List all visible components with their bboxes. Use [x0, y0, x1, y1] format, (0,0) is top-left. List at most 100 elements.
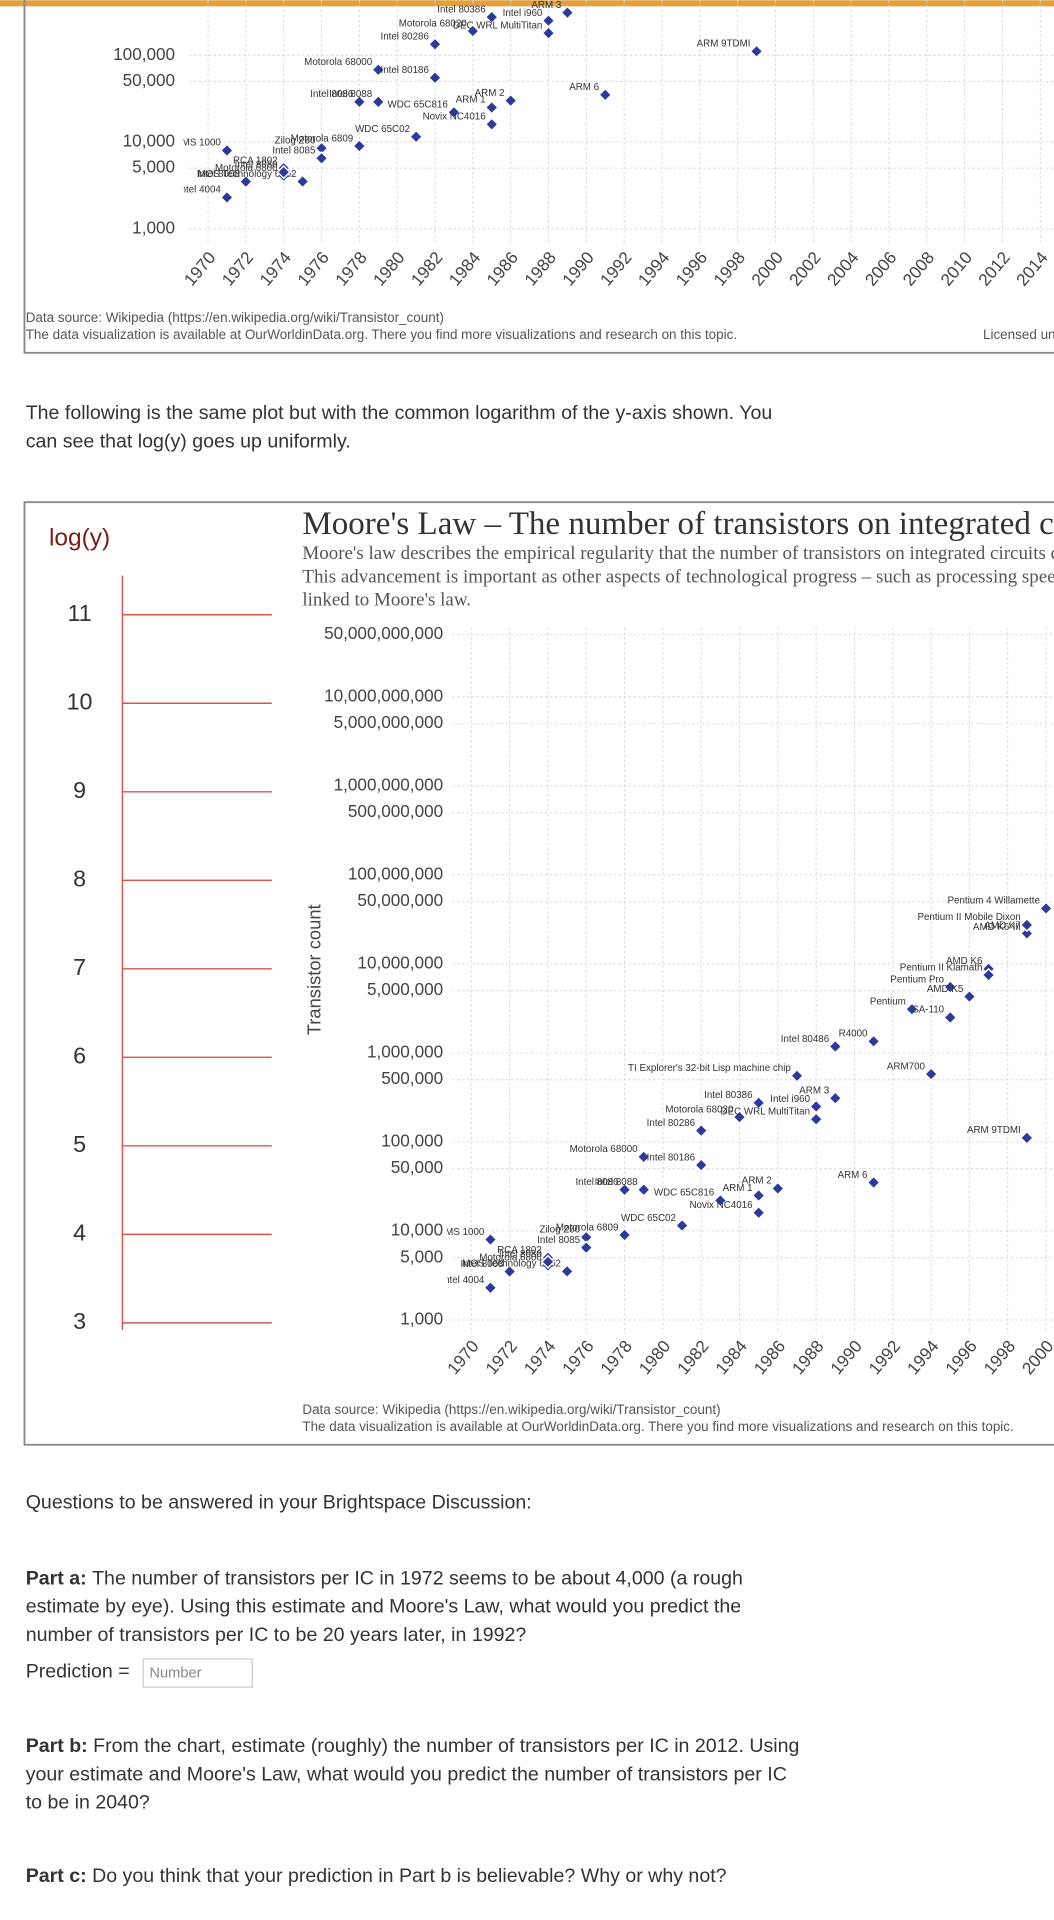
prediction-input[interactable] [142, 1658, 253, 1688]
point-label: WDC 65C816 [387, 100, 448, 111]
data-point [540, 1254, 556, 1269]
data-point [1019, 926, 1035, 941]
data-point [636, 1182, 651, 1197]
log-value: 7 [73, 954, 86, 980]
point-label: ARM 6 [838, 1170, 868, 1181]
y-tick-label: 5,000,000 [367, 979, 443, 999]
data-point [541, 25, 556, 41]
point-label: TMS 1000 [176, 138, 222, 149]
question-line: Part a: The number of transistors per IC… [26, 1568, 743, 1590]
point-label: DEC WRL MultiTitan [453, 20, 543, 31]
paragraph-line: The following is the same plot but with … [26, 402, 773, 424]
point-label: Zilog Z80 [539, 1224, 580, 1235]
point-label: Motorola 68000 [570, 1144, 639, 1155]
data-point [238, 174, 254, 189]
data-point [502, 1264, 517, 1279]
point-label: TMS 1000 [439, 1227, 485, 1238]
point-label: Motorola 6800 [215, 163, 278, 174]
point-label: Motorola 68020 [399, 18, 468, 29]
y-tick-label: 50,000 [391, 1157, 443, 1177]
point-label: ARM 1 [456, 95, 486, 106]
point-label: Novix NC4016 [423, 112, 487, 123]
data-point [219, 143, 235, 158]
data-point [483, 1280, 498, 1295]
point-label: Intel i960 [503, 8, 543, 19]
log-value: 3 [73, 1308, 86, 1334]
question-line: your estimate and Moore's Law, what woul… [26, 1763, 787, 1785]
point-label: SA-110 [912, 1005, 944, 1016]
prediction-label: Prediction = [26, 1661, 130, 1683]
point-label: RCA 1802 [497, 1245, 542, 1256]
data-point [962, 989, 977, 1004]
data-point [579, 1240, 594, 1255]
y-tick-label: 100,000,000 [348, 863, 443, 883]
point-label: AMD K6 [946, 956, 983, 967]
point-label: Intel 8085 [537, 1235, 581, 1246]
data-point [560, 5, 575, 20]
data-point [427, 37, 443, 52]
chart-title: Moore's Law – The number of transistors … [302, 506, 1054, 542]
data-point [866, 1034, 881, 1049]
point-label: Intel 8086 [575, 1177, 619, 1188]
point-label: Motorola 68020 [665, 1104, 734, 1115]
data-point [465, 23, 481, 39]
point-label: Intel 80186 [647, 1152, 696, 1163]
y-tick-label: 100,000 [113, 44, 175, 64]
data-point [219, 190, 235, 205]
log-value: 11 [67, 600, 91, 626]
data-point [770, 1181, 785, 1196]
y-tick-label: 500,000,000 [348, 801, 443, 821]
y-tick-label: 50,000,000 [357, 890, 443, 910]
y-tick-label: 10,000 [391, 1219, 443, 1239]
point-label: Pentium II Klamath [900, 962, 983, 973]
data-point [789, 1068, 805, 1083]
point-label: ARM 9TDMI [697, 39, 751, 50]
data-point [503, 93, 518, 108]
y-tick-label: 1,000 [132, 217, 175, 237]
chart-frame [23, 0, 1054, 354]
y-tick-label: 500,000 [381, 1068, 443, 1088]
source-line: The data visualization is available at O… [26, 327, 737, 342]
y-tick-label: 10,000,000,000 [324, 685, 443, 705]
y-tick-label: 50,000 [123, 70, 175, 90]
point-label: Intel 4004 [441, 1275, 485, 1286]
data-point [1019, 1130, 1035, 1146]
data-point [371, 62, 386, 77]
question-text: Do you think that your prediction in Par… [92, 1865, 727, 1887]
log-value: 4 [73, 1219, 86, 1245]
question-line: to be in 2040? [26, 1792, 150, 1814]
data-point [295, 174, 310, 189]
data-point [617, 1227, 632, 1243]
point-label: Intel 4004 [178, 185, 222, 196]
point-label: ARM700 [887, 1061, 926, 1072]
data-point [1019, 917, 1035, 933]
y-axis-label: Transistor count [304, 904, 325, 1035]
point-label: Intel 80486 [781, 1034, 830, 1045]
part-label: Part b: [26, 1735, 88, 1757]
y-tick-label: 50,000,000,000 [324, 623, 443, 643]
point-label: Pentium 4 Willamette [948, 896, 1040, 907]
question-line: Part b: From the chart, estimate (roughl… [26, 1735, 800, 1757]
source-line: The data visualization is available at O… [302, 1419, 1013, 1434]
point-label: Intel 80386 [437, 4, 486, 15]
point-label: Motorola 6800 [479, 1253, 542, 1264]
data-point [427, 70, 443, 85]
point-label: ARM 3 [799, 1085, 829, 1096]
point-label: Pentium Pro [890, 974, 944, 985]
data-point [713, 1193, 728, 1208]
chart-subtitle: linked to Moore's law. [302, 590, 471, 611]
log-value: 5 [73, 1131, 86, 1157]
data-point [943, 979, 958, 995]
point-label: Intel 80286 [380, 31, 429, 42]
log-value: 6 [73, 1042, 86, 1068]
log-rows: 11 10 9 8 7 6 5 4 3 [67, 600, 272, 1334]
data-point [943, 1010, 958, 1025]
point-label: Intel 80186 [380, 65, 429, 76]
question-line: estimate by eye). Using this estimate an… [26, 1596, 742, 1618]
point-label: Zilog Z80 [275, 135, 316, 146]
point-label: Intel 8008 [197, 169, 241, 180]
point-label: WDC 65C02 [355, 124, 410, 135]
data-point [981, 967, 996, 983]
data-point [484, 9, 499, 25]
